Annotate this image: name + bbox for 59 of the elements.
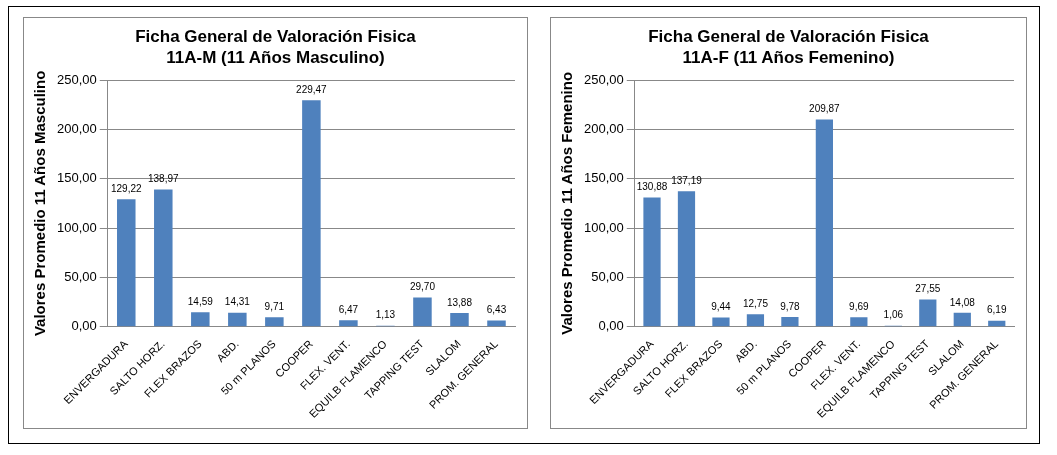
y-tick-label: 100,00 — [57, 219, 97, 235]
bar — [413, 297, 432, 327]
data-label: 14,59 — [187, 296, 214, 308]
data-label: 29,70 — [409, 281, 436, 293]
data-label: 13,88 — [446, 296, 473, 308]
data-label: 1,06 — [883, 309, 904, 321]
y-tick-label: 150,00 — [584, 170, 624, 186]
y-tick-label: 0,00 — [598, 318, 624, 334]
chart-subtitle: 11A-M (11 Años Masculino) — [165, 47, 386, 68]
y-tick-label: 200,00 — [57, 120, 97, 136]
y-tick-label: 250,00 — [57, 71, 97, 87]
data-label: 137,19 — [671, 175, 703, 187]
data-label: 6,43 — [486, 304, 507, 316]
bar — [450, 313, 469, 327]
data-label: 129,22 — [110, 182, 142, 194]
bar — [154, 189, 173, 327]
bar — [712, 317, 730, 327]
data-label: 6,47 — [338, 304, 359, 316]
bar — [117, 199, 136, 327]
y-tick-label: 100,00 — [584, 219, 624, 235]
data-label: 27,55 — [915, 283, 941, 295]
y-tick-label: 150,00 — [57, 170, 97, 186]
bar — [265, 317, 284, 327]
y-axis-title: Valores Promedio 11 Años Femenino — [558, 71, 576, 335]
data-label: 9,69 — [849, 300, 870, 312]
data-label: 1,13 — [375, 309, 396, 321]
data-label: 12,75 — [742, 297, 769, 309]
data-label: 130,88 — [636, 181, 668, 193]
chart-subtitle: 11A-F (11 Años Femenino) — [681, 47, 896, 68]
chart-title: Ficha General de Valoración Fisica — [647, 26, 930, 47]
y-tick-label: 50,00 — [64, 268, 97, 284]
data-label: 14,31 — [224, 296, 251, 308]
y-axis-title: Valores Promedio 11 Años Masculino — [31, 70, 49, 337]
data-label: 6,19 — [987, 304, 1007, 316]
chart-title: Ficha General de Valoración Fisica — [134, 26, 417, 47]
bar — [746, 314, 765, 327]
data-label: 209,87 — [809, 103, 841, 115]
bar — [677, 191, 696, 327]
bar — [781, 317, 799, 327]
y-tick-label: 50,00 — [591, 268, 624, 284]
bar — [228, 312, 247, 327]
y-tick-label: 200,00 — [584, 120, 624, 136]
bar — [302, 100, 321, 327]
bar — [850, 317, 868, 327]
data-label: 14,08 — [949, 296, 976, 308]
y-tick-label: 0,00 — [71, 318, 97, 334]
data-label: 229,47 — [296, 84, 328, 96]
bar — [919, 299, 937, 327]
data-label: 9,78 — [780, 300, 801, 312]
data-label: 9,44 — [711, 301, 732, 313]
bar — [643, 197, 661, 327]
bar — [953, 312, 971, 327]
y-tick-label: 250,00 — [584, 71, 624, 87]
bar — [487, 320, 506, 327]
data-label: 9,71 — [264, 300, 285, 312]
bar — [339, 320, 358, 327]
bar — [815, 119, 833, 327]
bar — [191, 312, 210, 327]
data-label: 138,97 — [148, 173, 180, 185]
